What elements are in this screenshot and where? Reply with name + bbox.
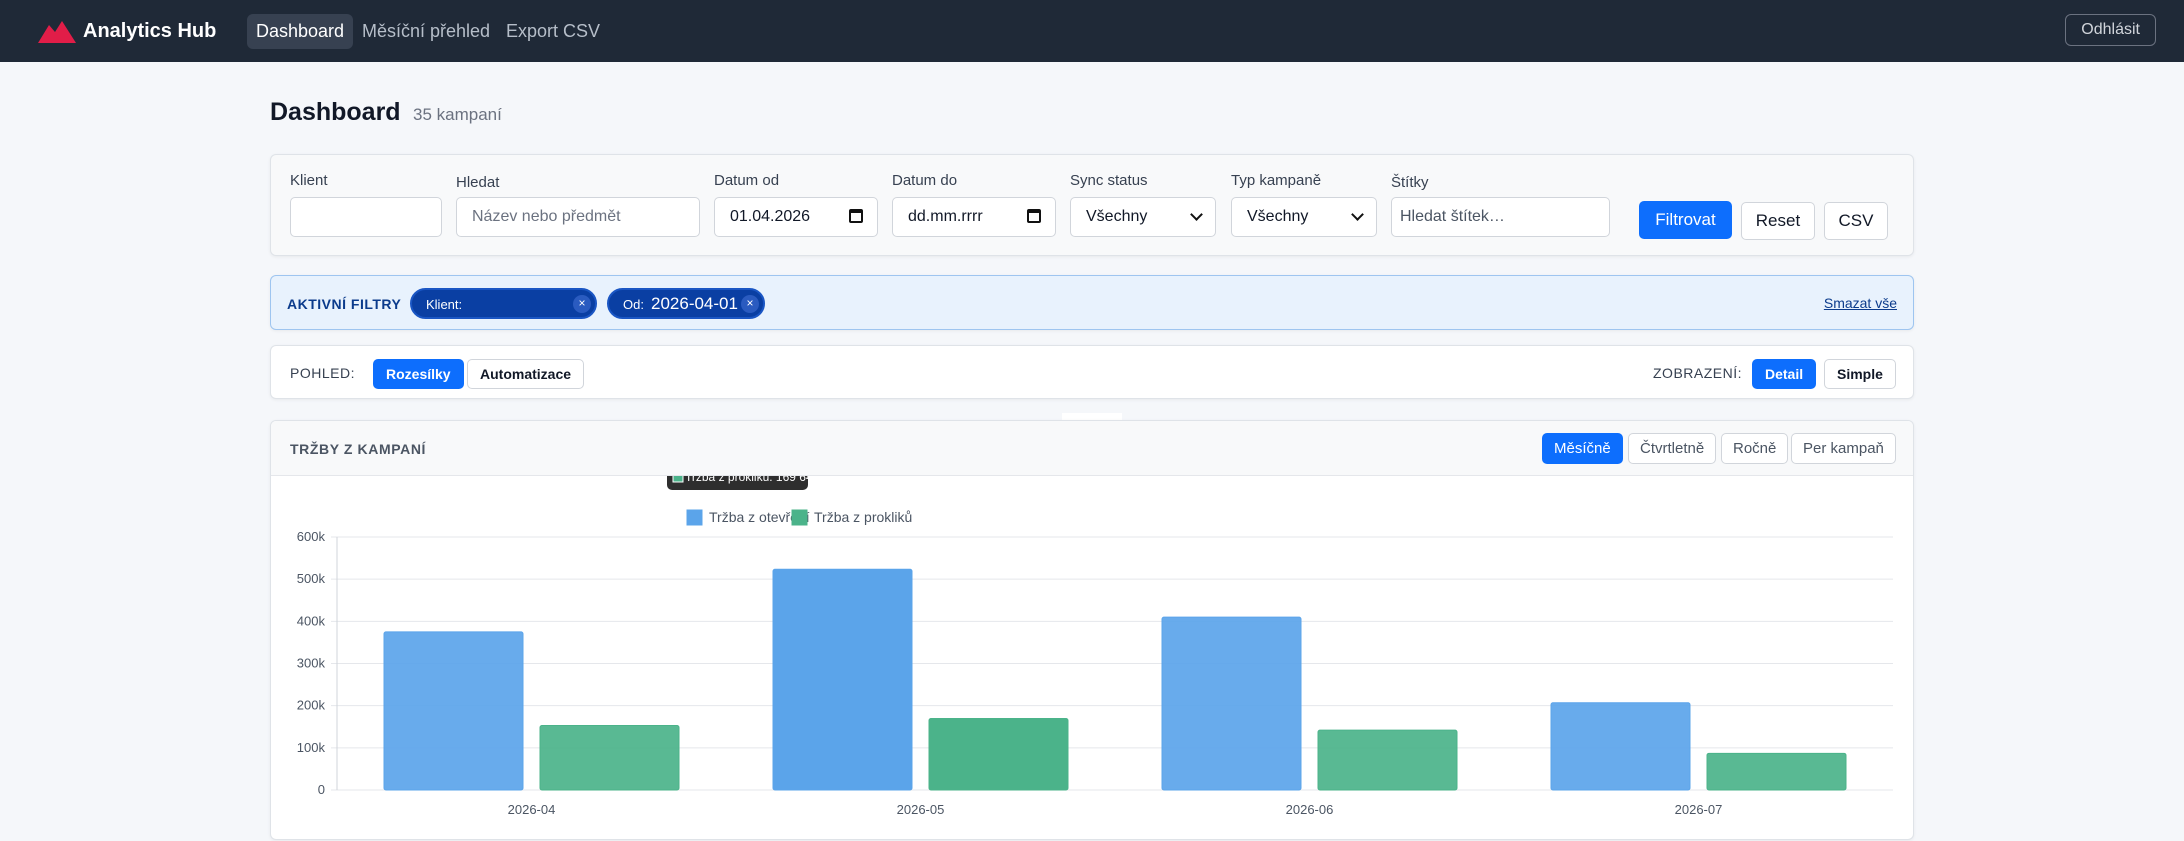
- legend-swatch: [791, 509, 808, 526]
- chevron-down-icon: [1351, 208, 1364, 221]
- chevron-down-icon: [1190, 208, 1203, 221]
- app-title: Analytics Hub: [83, 19, 217, 42]
- date-from-input[interactable]: 01.04.2026: [714, 197, 878, 237]
- filter-chip-date-from[interactable]: Od: 2026-04-01 ×: [607, 288, 765, 319]
- tags-placeholder: Hledat štítek…: [1400, 208, 1505, 225]
- sync-status-value: Všechny: [1086, 208, 1148, 225]
- chip-key: Klient:: [426, 297, 463, 312]
- bar-opens: [1550, 702, 1691, 791]
- bar-clicks: [539, 724, 680, 791]
- chart-card-header: TRŽBY Z KAMPANÍ Měsíčně Čtvrtletně Ročně…: [271, 421, 1913, 476]
- campaign-type-select[interactable]: Všechny: [1231, 197, 1377, 237]
- y-tick-label: 400k: [297, 613, 326, 628]
- page-title: Dashboard: [270, 98, 401, 126]
- y-tick-label: 300k: [297, 656, 326, 671]
- chip-value: 2026-04-01: [651, 294, 738, 313]
- view-option-automation[interactable]: Automatizace: [467, 359, 585, 389]
- close-icon[interactable]: ×: [741, 295, 759, 313]
- period-monthly[interactable]: Měsíčně: [1542, 433, 1623, 464]
- x-tick-label: 2026-06: [1286, 802, 1334, 817]
- revenue-bar-chart: 0 100k 200k 300k 400k 500k 600k 2026-04 2026-05 2…: [297, 476, 1893, 817]
- top-navbar: Analytics Hub Dashboard Měsíční přehled …: [0, 0, 2184, 62]
- campaign-type-label: Typ kampaně: [1231, 172, 1322, 189]
- date-to-label: Datum do: [892, 172, 958, 189]
- mountain-logo-icon: [38, 21, 76, 43]
- tags-input[interactable]: Hledat štítek…: [1391, 197, 1610, 237]
- y-tick-label: 600k: [297, 529, 326, 544]
- display-label: ZOBRAZENÍ:: [1653, 365, 1743, 381]
- campaign-type-value: Všechny: [1247, 208, 1309, 225]
- filter-panel: Klient Hledat Název nebo předmět Datum o…: [270, 154, 1914, 256]
- y-tick-label: 0: [318, 782, 325, 797]
- search-label: Hledat: [456, 174, 500, 191]
- x-tick-label: 2026-07: [1675, 802, 1723, 817]
- filter-chip-client[interactable]: Klient: ×: [410, 288, 597, 319]
- filter-button[interactable]: Filtrovat: [1639, 201, 1732, 239]
- date-to-input[interactable]: dd.mm.rrrr: [892, 197, 1056, 237]
- bar-opens: [383, 631, 524, 791]
- active-filters-bar: AKTIVNÍ FILTRY Klient: × Od: 2026-04-01 …: [270, 275, 1914, 330]
- bar-opens: [1161, 616, 1302, 791]
- period-quarterly[interactable]: Čtvrtletně: [1628, 433, 1717, 464]
- close-icon[interactable]: ×: [573, 295, 591, 313]
- active-filters-title: AKTIVNÍ FILTRY: [287, 296, 402, 312]
- x-tick-label: 2026-05: [897, 802, 945, 817]
- clear-all-link[interactable]: Smazat vše: [1823, 295, 1897, 311]
- csv-button[interactable]: CSV: [1824, 202, 1888, 240]
- date-to-placeholder: dd.mm.rrrr: [908, 208, 983, 225]
- view-option-campaigns[interactable]: Rozesílky: [373, 359, 464, 389]
- calendar-icon[interactable]: [849, 209, 863, 223]
- reset-button[interactable]: Reset: [1741, 202, 1815, 240]
- x-tick-label: 2026-04: [508, 802, 556, 817]
- legend-swatch: [686, 509, 703, 526]
- chip-key: Od:: [623, 297, 644, 312]
- y-tick-label: 100k: [297, 740, 326, 755]
- nav-dashboard[interactable]: Dashboard: [247, 14, 354, 49]
- view-switcher: POHLED: Rozesílky Automatizace ZOBRAZENÍ…: [270, 345, 1914, 399]
- period-per-campaign[interactable]: Per kampaň: [1791, 433, 1896, 464]
- nav-export-csv[interactable]: Export CSV: [506, 21, 601, 41]
- campaign-count: 35 kampaní: [413, 105, 502, 124]
- display-option-detail[interactable]: Detail: [1752, 359, 1817, 389]
- search-input[interactable]: Název nebo předmět: [456, 197, 700, 237]
- revenue-chart-card: TRŽBY Z KAMPANÍ Měsíčně Čtvrtletně Ročně…: [270, 420, 1914, 840]
- brand[interactable]: Analytics Hub: [38, 19, 216, 43]
- tooltip-line: Tržba z prokliků: 169 643: [685, 476, 820, 484]
- view-label: POHLED:: [290, 365, 355, 381]
- y-tick-label: 200k: [297, 698, 326, 713]
- bar-clicks: [928, 717, 1069, 791]
- sync-status-label: Sync status: [1070, 172, 1148, 189]
- tooltip-box: [667, 476, 808, 490]
- tags-label: Štítky: [1391, 174, 1429, 191]
- period-yearly[interactable]: Ročně: [1721, 433, 1789, 464]
- nav-monthly-overview[interactable]: Měsíční přehled: [362, 21, 491, 41]
- legend-label: Tržba z prokliků: [814, 509, 912, 525]
- logout-button[interactable]: Odhlásit: [2065, 14, 2156, 46]
- bar-opens: [772, 568, 913, 791]
- date-from-value: 01.04.2026: [730, 208, 811, 225]
- bar-clicks: [1317, 729, 1458, 791]
- calendar-icon[interactable]: [1027, 209, 1041, 223]
- client-label: Klient: [290, 172, 328, 189]
- legend-label: Tržba z otevření: [709, 509, 810, 525]
- display-option-simple[interactable]: Simple: [1824, 359, 1896, 389]
- tooltip-swatch: [672, 476, 684, 483]
- bar-clicks: [1706, 752, 1847, 791]
- sync-status-select[interactable]: Všechny: [1070, 197, 1216, 237]
- client-input[interactable]: [290, 197, 442, 237]
- chart-card-title: TRŽBY Z KAMPANÍ: [290, 441, 427, 457]
- y-tick-label: 500k: [297, 571, 326, 586]
- date-from-label: Datum od: [714, 172, 780, 189]
